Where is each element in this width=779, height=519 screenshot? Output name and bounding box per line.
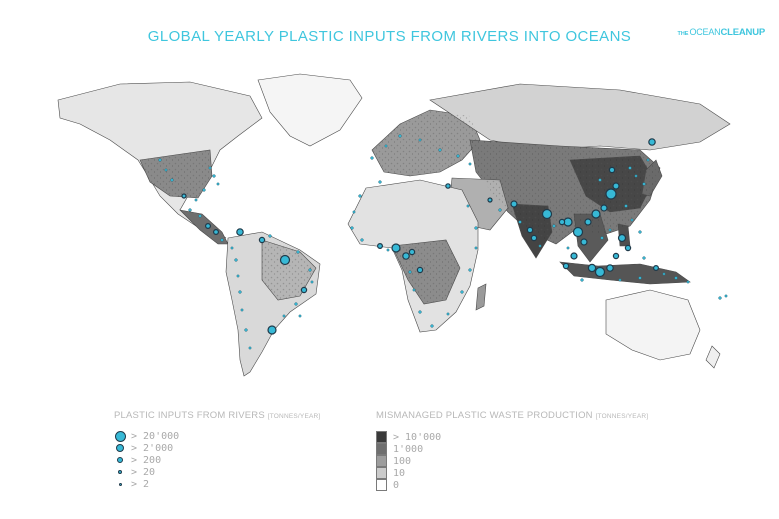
legend-river-inputs: PLASTIC INPUTS FROM RIVERS [TONNES/YEAR]…: [114, 410, 320, 490]
waste-swatch: [376, 455, 387, 467]
river-outlet-bilin: [558, 218, 566, 226]
madagascar: [475, 283, 487, 311]
river-size-dot: [118, 470, 122, 474]
river-outlet-nile: [445, 183, 451, 189]
river-outlet-hai: [608, 166, 616, 174]
legend-waste-heading: MISMANAGED PLASTIC WASTE PRODUCTION [TON…: [376, 410, 648, 421]
river-outlet-kwa: [648, 138, 656, 146]
australia: [605, 289, 701, 361]
legend-river-label: > 2'000: [131, 442, 174, 454]
river-outlet-papua: [652, 265, 659, 272]
river-outlet-yangtze: [605, 188, 617, 200]
river-outlet-guatemala: [213, 229, 220, 236]
legend-waste-item: 100: [376, 455, 648, 467]
river-size-dot: [117, 457, 123, 463]
river-outlet-mexico: [205, 223, 212, 230]
river-outlet-persian: [487, 197, 493, 203]
legend-waste-item: 10: [376, 467, 648, 479]
waste-swatch: [376, 443, 387, 455]
river-outlet-mindanao: [624, 244, 632, 252]
river-outlet-ganges: [541, 208, 553, 220]
river-outlet-solo: [606, 264, 614, 272]
legend-river-item: > 200: [114, 454, 320, 466]
river-size-dot: [116, 444, 124, 452]
river-outlet-magdalena: [236, 228, 244, 236]
river-outlet-sao-francisco: [300, 286, 308, 294]
river-outlet-chao-phraya: [580, 238, 588, 246]
river-outlet-brantas: [594, 266, 606, 278]
river-outlet-klang: [570, 252, 578, 260]
legend-waste-item: 1'000: [376, 443, 648, 455]
legend-river-item: > 2: [114, 478, 320, 490]
river-size-dot: [114, 430, 126, 442]
river-outlets: [181, 138, 659, 335]
river-outlet-pearl: [591, 209, 601, 219]
indonesia: [559, 261, 691, 285]
river-outlet-huangpu: [612, 182, 620, 190]
north-asia: [429, 83, 731, 151]
legend-waste-label: 0: [393, 479, 400, 491]
coastal-small-outlets: [158, 134, 728, 350]
river-outlet-sumatra: [562, 262, 570, 270]
legend-waste-item: 0: [376, 479, 648, 491]
legend-river-unit: [TONNES/YEAR]: [267, 413, 321, 420]
river-outlet-mississippi: [181, 193, 187, 199]
river-outlet-mahanadi: [526, 226, 534, 234]
legend-waste-label: > 10'000: [393, 431, 442, 443]
legend-river-item: > 20'000: [114, 430, 320, 442]
legend-river-label: > 20'000: [131, 430, 180, 442]
river-outlet-pasig: [617, 233, 627, 243]
map-title: GLOBAL YEARLY PLASTIC INPUTS FROM RIVERS…: [147, 28, 632, 45]
river-outlet-godavari: [530, 234, 538, 242]
waste-swatch: [376, 479, 387, 491]
waste-swatch: [376, 431, 387, 443]
legend-river-heading-text: PLASTIC INPUTS FROM RIVERS: [114, 410, 265, 421]
legend-river-label: > 200: [131, 454, 162, 466]
legend-waste-heading-text: MISMANAGED PLASTIC WASTE PRODUCTION: [376, 410, 593, 421]
river-outlet-parana: [267, 325, 277, 335]
river-outlet-cross: [402, 252, 410, 260]
logo-ocean: OCEAN: [689, 27, 721, 37]
greenland: [257, 73, 363, 147]
legend-river-item: > 20: [114, 466, 320, 478]
legend-river-heading: PLASTIC INPUTS FROM RIVERS [TONNES/YEAR]: [114, 410, 320, 421]
waste-swatch: [376, 467, 387, 479]
legend-waste-label: 100: [393, 455, 412, 467]
legend-waste-label: 10: [393, 467, 406, 479]
logo-the: THE: [677, 31, 689, 37]
legend-waste-unit: [TONNES/YEAR]: [595, 413, 649, 420]
river-outlet-zhujiang: [600, 204, 608, 212]
river-outlet-mekong: [572, 226, 584, 238]
river-outlet-congo: [416, 266, 424, 274]
river-outlet-borneo: [612, 252, 620, 260]
legend-waste-label: 1'000: [393, 443, 424, 455]
legend-waste-item: > 10'000: [376, 431, 648, 443]
river-size-dot: [118, 482, 122, 486]
river-outlet-imo: [408, 248, 416, 256]
legend-river-label: > 2: [131, 478, 150, 490]
river-outlet-indus: [510, 200, 518, 208]
legend-river-item: > 2'000: [114, 442, 320, 454]
river-outlet-irrawaddy: [563, 217, 573, 227]
river-outlet-gulf-guinea: [377, 243, 384, 250]
ocean-cleanup-logo: THE OCEAN CLEANUP: [677, 27, 765, 38]
logo-cleanup: CLEANUP: [720, 27, 765, 38]
legend-river-label: > 20: [131, 466, 156, 478]
river-outlet-niger: [391, 243, 401, 253]
legend-mismanaged-waste: MISMANAGED PLASTIC WASTE PRODUCTION [TON…: [376, 410, 648, 491]
new-zealand: [705, 345, 721, 369]
river-outlet-progo: [587, 263, 597, 273]
river-outlet-red: [584, 218, 592, 226]
river-outlet-orinoco: [258, 236, 266, 244]
river-outlet-amazon: [279, 254, 291, 266]
